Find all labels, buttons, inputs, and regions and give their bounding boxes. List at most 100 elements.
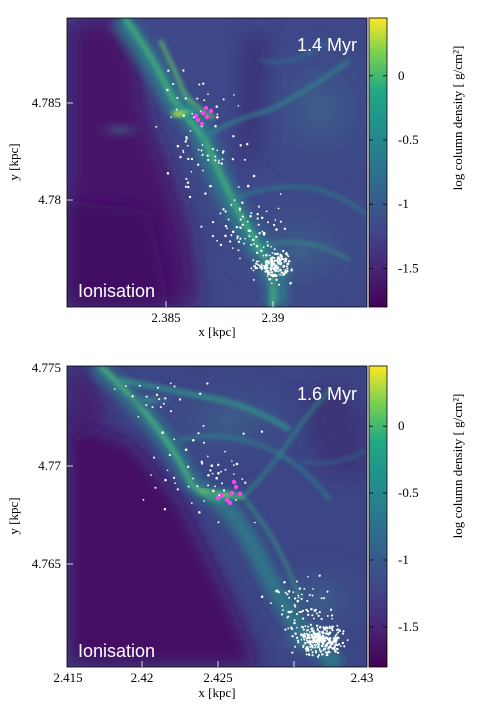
star-particle	[176, 144, 180, 148]
star-particle	[190, 170, 193, 173]
star-particle	[330, 627, 334, 630]
star-particle	[307, 640, 310, 644]
star-particle	[214, 124, 217, 128]
star-particle	[336, 624, 339, 627]
star-particle	[267, 272, 270, 276]
star-particle	[248, 235, 251, 238]
star-particle	[187, 485, 190, 488]
star-particle	[235, 225, 239, 229]
star-particle	[284, 271, 287, 274]
star-particle	[297, 596, 300, 599]
star-particle	[282, 609, 284, 611]
colorbar-tick-label: -1.5	[398, 619, 419, 634]
star-particle	[303, 587, 306, 590]
star-particle	[200, 460, 204, 464]
star-particle	[281, 604, 284, 608]
star-particle	[284, 628, 287, 631]
star-particle	[318, 648, 321, 651]
star-particle	[319, 625, 322, 629]
star-particle	[167, 69, 170, 72]
star-particle	[192, 477, 194, 480]
star-particle	[196, 485, 199, 488]
colorbar-label-1: log column density [ g/cm²]	[450, 46, 465, 191]
colorbar-tick-label: -0.5	[398, 132, 419, 147]
star-particle	[312, 629, 315, 632]
colorbar-tick-label: 0	[398, 68, 405, 83]
star-particle	[173, 476, 176, 479]
star-particle	[227, 218, 230, 221]
star-particle	[199, 110, 202, 113]
star-particle	[155, 125, 158, 128]
star-particle	[313, 617, 315, 620]
star-particle	[279, 273, 281, 276]
star-particle	[166, 88, 169, 92]
star-particle	[235, 499, 237, 501]
star-particle	[307, 576, 309, 578]
star-particle	[220, 470, 223, 473]
star-particle	[303, 635, 307, 638]
star-particle	[203, 99, 206, 102]
star-particle	[300, 638, 303, 641]
star-particle	[184, 97, 187, 100]
star-particle	[333, 641, 336, 643]
star-particle	[342, 630, 345, 633]
star-particle	[220, 162, 223, 165]
axes-frame-1	[66, 17, 368, 308]
star-particle	[273, 257, 276, 260]
star-particle	[185, 138, 188, 141]
star-particle	[326, 615, 329, 617]
star-particle	[328, 631, 332, 634]
density-image-1	[67, 18, 367, 307]
star-particle	[182, 149, 184, 152]
star-particle	[186, 144, 189, 147]
star-particle	[308, 594, 311, 596]
star-particle	[330, 646, 333, 649]
star-particle	[319, 650, 323, 653]
star-particle	[318, 610, 321, 614]
y-tick-label: 4.785	[32, 95, 61, 110]
star-particle	[222, 208, 225, 211]
star-particle	[314, 649, 317, 652]
star-particle	[260, 430, 264, 433]
star-particle	[293, 603, 296, 606]
star-particle	[279, 253, 282, 257]
star-particle	[310, 648, 313, 651]
star-particle	[316, 655, 320, 658]
star-particle	[273, 264, 276, 267]
star-particle	[264, 261, 267, 264]
star-particle	[308, 631, 311, 633]
star-particle	[293, 621, 296, 625]
star-particle	[284, 269, 287, 271]
star-particle	[314, 646, 316, 649]
star-particle	[243, 158, 247, 161]
star-particle	[191, 112, 194, 115]
star-particle	[290, 268, 293, 271]
star-particle	[164, 478, 167, 482]
star-particle	[278, 283, 281, 286]
star-particle	[216, 113, 219, 116]
star-particle	[241, 215, 245, 218]
star-particle	[293, 597, 297, 600]
star-particle	[206, 382, 209, 385]
star-particle	[174, 482, 177, 485]
star-particle	[320, 617, 323, 621]
star-particle	[224, 450, 226, 453]
mode-label-1: Ionisation	[78, 281, 155, 301]
star-particle	[259, 266, 262, 269]
star-particle	[337, 651, 340, 654]
star-particle	[266, 260, 268, 262]
star-particle	[268, 254, 271, 257]
star-particle	[200, 225, 203, 228]
star-particle	[197, 148, 200, 151]
star-particle	[189, 130, 192, 132]
star-particle	[291, 635, 294, 638]
star-particle	[312, 637, 315, 640]
star-particle	[242, 432, 245, 435]
star-particle	[286, 269, 289, 273]
star-particle	[215, 105, 219, 108]
star-particle	[271, 273, 274, 276]
star-particle	[335, 633, 338, 636]
star-particle	[310, 607, 313, 611]
star-particle	[313, 609, 317, 612]
star-particle	[239, 257, 241, 260]
